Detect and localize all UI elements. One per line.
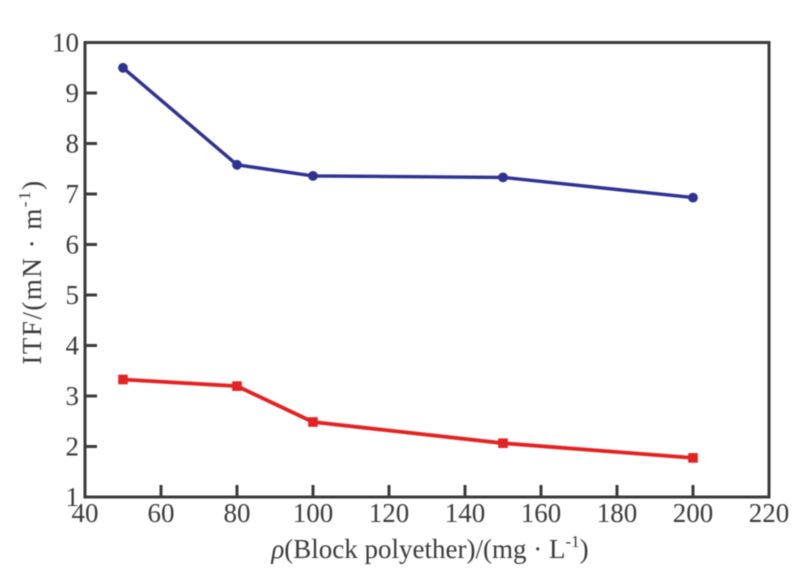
svg-text:100: 100 xyxy=(293,498,334,528)
svg-text:7: 7 xyxy=(66,179,80,209)
svg-text:140: 140 xyxy=(445,498,486,528)
svg-text:180: 180 xyxy=(597,498,638,528)
svg-text:120: 120 xyxy=(369,498,410,528)
svg-text:6: 6 xyxy=(66,230,80,260)
svg-text:60: 60 xyxy=(148,498,175,528)
svg-text:5: 5 xyxy=(66,280,80,310)
svg-text:2: 2 xyxy=(66,432,80,462)
svg-text:80: 80 xyxy=(224,498,251,528)
svg-text:220: 220 xyxy=(749,498,790,528)
svg-text:ITF/(mN · m-1): ITF/(mN · m-1) xyxy=(15,179,47,364)
svg-text:10: 10 xyxy=(52,28,79,58)
svg-text:1: 1 xyxy=(66,482,80,512)
svg-text:4: 4 xyxy=(66,331,80,361)
svg-text:ρ(Block polyether)/(mg · L-1): ρ(Block polyether)/(mg · L-1) xyxy=(270,532,588,564)
svg-text:200: 200 xyxy=(673,498,714,528)
svg-text:40: 40 xyxy=(72,498,99,528)
svg-text:9: 9 xyxy=(66,78,80,108)
svg-text:8: 8 xyxy=(66,129,80,159)
svg-text:3: 3 xyxy=(66,381,80,411)
svg-text:160: 160 xyxy=(521,498,562,528)
